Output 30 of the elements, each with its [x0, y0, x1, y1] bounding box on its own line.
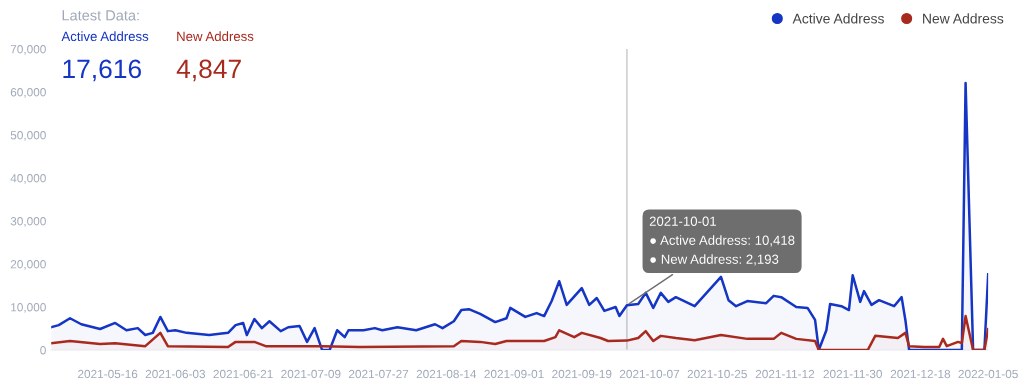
legend-label: Active Address [792, 13, 884, 24]
y-tick-label: 40,000 [10, 174, 46, 184]
x-tick-label: 2021-10-07 [619, 369, 680, 379]
y-tick-label: 30,000 [10, 217, 46, 227]
x-tick-label: 2021-05-16 [78, 369, 138, 379]
x-tick-label: 2021-11-30 [823, 369, 882, 379]
text: Active Address [61, 31, 149, 42]
y-tick-label: 50,000 [10, 131, 46, 141]
legend-label: New Address [923, 13, 1004, 24]
x-tick-label: 2021-06-21 [213, 369, 273, 379]
x-tick-label: 2022-01-05 [958, 369, 1018, 379]
x-tick-label: 2021-12-18 [890, 369, 951, 379]
x-tick-label: 2021-10-25 [687, 369, 747, 379]
annotation: 17,616 [63, 59, 141, 82]
y-tick-label: 0 [40, 346, 46, 355]
x-tick-label: 2021-11-12 [755, 369, 815, 379]
x-tick-label: 2021-09-01 [484, 369, 544, 379]
annotation: 4,847 [176, 59, 241, 82]
y-tick-label: 60,000 [10, 88, 46, 98]
x-tick-label: 2021-07-09 [281, 369, 341, 379]
chart-title: Latest Data: [62, 10, 139, 21]
x-tick-label: 2021-08-14 [416, 369, 477, 379]
annotation: 2021-10-01 ● Active Address: 10,418 ● New Address: 2,193 [649, 216, 795, 266]
x-tick-label: 2021-06-03 [145, 369, 206, 379]
x-tick-label: 2021-07-27 [348, 369, 409, 379]
x-tick-label: 2021-09-19 [552, 369, 612, 379]
text: New Address [177, 31, 254, 42]
y-tick-label: 10,000 [11, 303, 46, 313]
y-tick-label: 70,000 [10, 45, 46, 55]
y-tick-label: 20,000 [10, 260, 46, 270]
